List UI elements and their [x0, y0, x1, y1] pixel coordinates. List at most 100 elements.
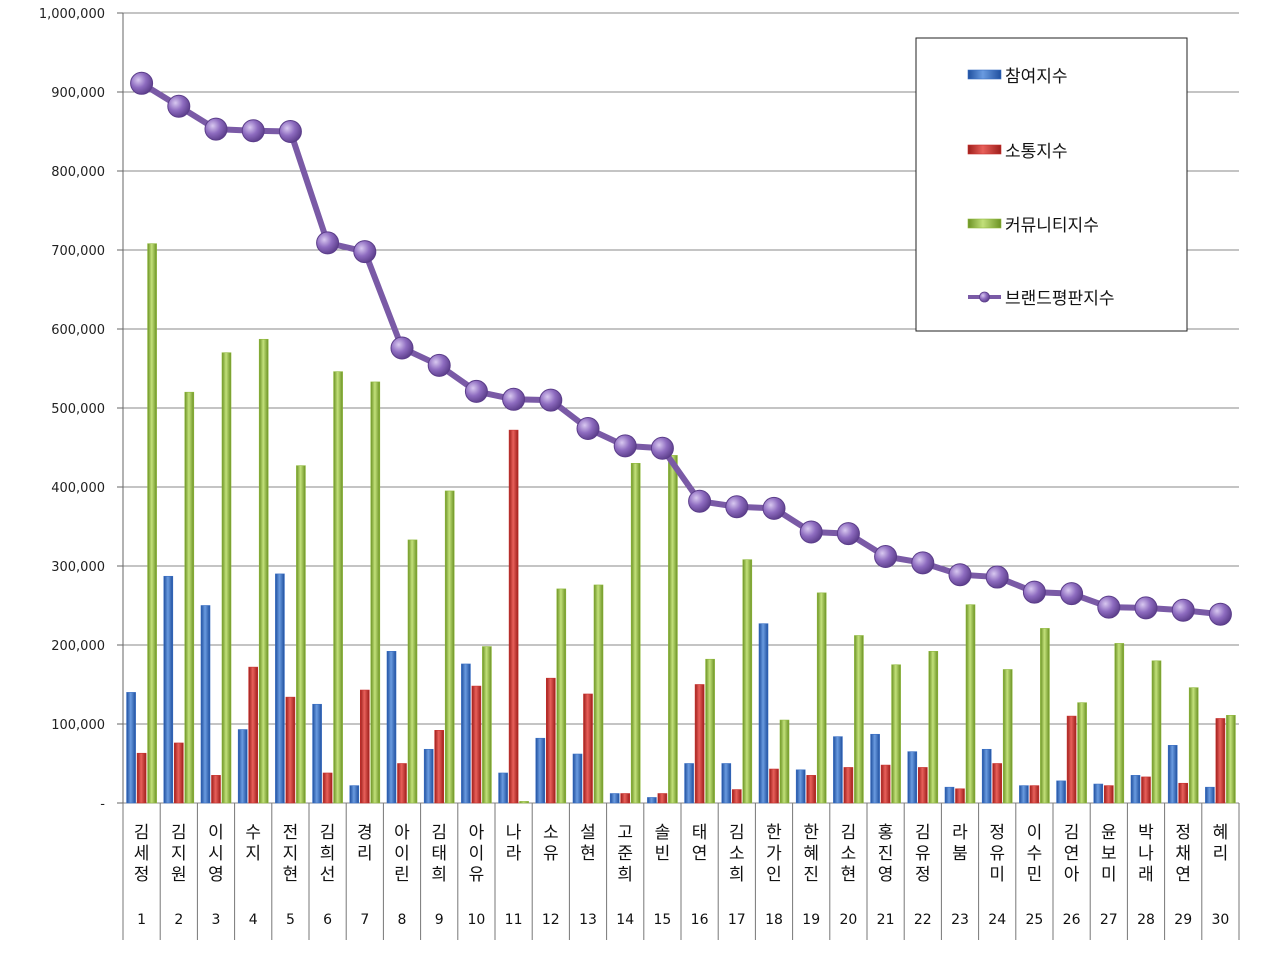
rank-label: 29: [1174, 912, 1192, 928]
category-labels: 김 세 정 1 김 지 원 2 이 시 영 3 수 지 4 전 지 현 5 김 희 선 6 경 리 7 아 이 린 8 김 태 희 9 아 이 유 10 나…: [134, 823, 1230, 928]
bar-2-13: [583, 693, 593, 804]
line-point-14: [613, 434, 637, 458]
bar-1-27: [1093, 783, 1104, 804]
bar-3-5: [296, 465, 306, 804]
bar-1-9: [423, 748, 434, 804]
y-tick-label: 600,000: [51, 323, 105, 338]
line-point-20: [836, 522, 860, 546]
bar-1-11: [498, 772, 508, 804]
line-point-11: [502, 387, 526, 411]
y-tick-label: 700,000: [51, 244, 105, 259]
bar-2-17: [731, 789, 742, 804]
rank-label: 6: [323, 912, 332, 928]
bar-2-6: [322, 772, 333, 804]
bar-2-23: [955, 788, 965, 804]
bar-3-19: [816, 592, 827, 804]
bar-2-15: [657, 793, 668, 804]
bar-2-4: [248, 666, 258, 804]
legend-box: [915, 37, 1188, 332]
rank-label: 21: [877, 912, 895, 928]
axes: - 100,000 200,000 300,000 400,000 500,000 600,…: [39, 7, 1240, 940]
bar-2-14: [620, 793, 631, 804]
bar-3-27: [1114, 643, 1125, 804]
bar-3-22: [928, 651, 939, 804]
bar-1-20: [833, 736, 843, 804]
rank-label: 2: [174, 912, 183, 928]
bar-2-26: [1066, 715, 1077, 804]
line-point-8: [390, 336, 414, 360]
y-tick-label: 200,000: [51, 639, 105, 654]
bar-2-8: [397, 763, 407, 804]
line-point-1: [130, 71, 154, 95]
bar-3-4: [258, 338, 269, 804]
line-point-4: [241, 119, 265, 143]
rank-label: 22: [914, 912, 932, 928]
bar-3-11: [519, 801, 529, 804]
rank-label: 28: [1137, 912, 1155, 928]
line-point-18: [762, 496, 786, 520]
bar-1-3: [200, 605, 211, 804]
rank-label: 26: [1063, 912, 1081, 928]
bar-2-9: [434, 730, 445, 804]
bar-3-3: [221, 352, 232, 804]
bar-1-28: [1130, 775, 1141, 804]
bar-1-6: [312, 703, 322, 804]
bar-3-14: [630, 462, 641, 804]
bar-1-22: [907, 751, 918, 804]
bar-2-12: [545, 677, 556, 804]
line-point-12: [539, 388, 563, 412]
y-tick-label: -: [100, 797, 105, 812]
line-point-13: [576, 417, 600, 441]
bar-2-22: [917, 767, 928, 804]
bar-2-29: [1178, 782, 1188, 804]
bar-3-1: [147, 243, 157, 804]
bar-1-24: [981, 748, 992, 804]
legend-swatch: [967, 69, 1002, 80]
rank-label: 16: [691, 912, 709, 928]
bar-3-26: [1077, 702, 1087, 804]
line-point-23: [948, 563, 972, 587]
y-tick-label: 800,000: [51, 165, 105, 180]
bar-3-28: [1151, 660, 1162, 804]
bar-3-18: [779, 719, 790, 804]
line-point-29: [1171, 598, 1195, 622]
bar-2-3: [211, 775, 221, 804]
bar-1-26: [1056, 780, 1066, 804]
bar-2-16: [694, 684, 705, 804]
bar-3-16: [705, 658, 715, 804]
line-point-25: [1022, 580, 1046, 604]
legend-swatch: [967, 144, 1002, 155]
line-point-2: [167, 94, 191, 118]
rank-label: 4: [249, 912, 258, 928]
bar-3-10: [482, 646, 492, 804]
brand-index-line: [130, 71, 1232, 626]
legend-label: 참여지수: [1005, 67, 1068, 87]
line-point-16: [688, 489, 712, 513]
bar-3-29: [1188, 687, 1199, 804]
bar-1-7: [349, 785, 360, 804]
y-tick-label: 500,000: [51, 402, 105, 417]
bar-1-15: [647, 797, 657, 804]
bar-2-20: [843, 767, 854, 804]
rank-label: 8: [398, 912, 407, 928]
bar-1-10: [461, 663, 471, 804]
rank-label: 18: [765, 912, 783, 928]
line-point-3: [204, 117, 228, 141]
legend-label: 커뮤니티지수: [1005, 216, 1099, 236]
bar-1-12: [535, 737, 546, 804]
